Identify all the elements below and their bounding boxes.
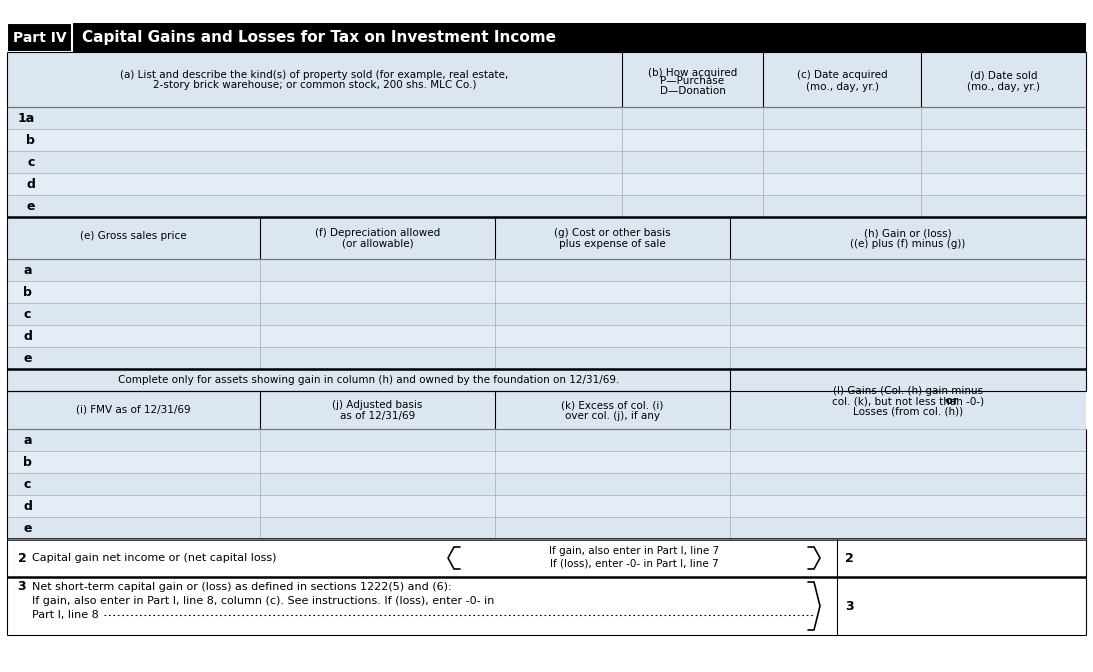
Text: (i) FMV as of 12/31/69: (i) FMV as of 12/31/69: [77, 405, 191, 415]
Bar: [7, 369, 730, 391]
Bar: [7, 577, 1086, 635]
Text: (c) Date acquired: (c) Date acquired: [797, 71, 888, 81]
Text: Complete only for assets showing gain in column (h) and owned by the foundation : Complete only for assets showing gain in…: [118, 375, 620, 385]
Bar: [7, 195, 1086, 217]
Bar: [7, 495, 1086, 517]
Bar: [7, 23, 72, 52]
Bar: [7, 391, 730, 429]
Text: b: b: [26, 134, 35, 146]
Bar: [7, 451, 1086, 473]
Text: Part I, line 8: Part I, line 8: [32, 610, 98, 620]
Text: 2-story brick warehouse; or common stock, 200 shs. MLC Co.): 2-story brick warehouse; or common stock…: [153, 81, 477, 91]
Text: c: c: [27, 155, 35, 169]
Text: (e) Gross sales price: (e) Gross sales price: [80, 231, 187, 241]
Bar: [7, 517, 1086, 539]
Text: (b) How acquired: (b) How acquired: [648, 67, 737, 77]
Text: d: d: [23, 499, 32, 513]
Text: over col. (j), if any: over col. (j), if any: [565, 411, 660, 421]
Text: 3: 3: [845, 599, 854, 612]
Bar: [730, 369, 1086, 429]
Text: plus expense of sale: plus expense of sale: [560, 239, 666, 249]
Text: Capital gain net income or (net capital loss): Capital gain net income or (net capital …: [32, 553, 277, 563]
Text: d: d: [26, 177, 35, 190]
Text: D—Donation: D—Donation: [659, 87, 726, 97]
Text: (h) Gain or (loss): (h) Gain or (loss): [865, 228, 952, 238]
Bar: [7, 281, 1086, 303]
Bar: [7, 217, 1086, 259]
Text: If (loss), enter -0- in Part I, line 7: If (loss), enter -0- in Part I, line 7: [550, 559, 718, 569]
Text: or: or: [942, 396, 957, 406]
Bar: [7, 347, 1086, 369]
Text: e: e: [26, 200, 35, 212]
Text: c: c: [23, 308, 31, 321]
Bar: [7, 107, 1086, 129]
Text: col. (k), but not less than -0-): col. (k), but not less than -0-): [832, 396, 984, 406]
Bar: [7, 151, 1086, 173]
Text: d: d: [23, 329, 32, 343]
Text: (f) Depreciation allowed: (f) Depreciation allowed: [315, 228, 440, 238]
Text: Losses (from col. (h)): Losses (from col. (h)): [853, 406, 963, 416]
Text: Capital Gains and Losses for Tax on Investment Income: Capital Gains and Losses for Tax on Inve…: [82, 30, 556, 45]
Text: e: e: [23, 521, 32, 534]
Bar: [7, 325, 1086, 347]
Bar: [7, 173, 1086, 195]
Bar: [7, 23, 1086, 52]
Text: (mo., day, yr.): (mo., day, yr.): [967, 81, 1041, 91]
Text: c: c: [23, 478, 31, 491]
Text: ((e) plus (f) minus (g)): ((e) plus (f) minus (g)): [850, 239, 966, 249]
Text: (g) Cost or other basis: (g) Cost or other basis: [554, 228, 671, 238]
Text: 3: 3: [17, 581, 26, 593]
Bar: [7, 303, 1086, 325]
Bar: [7, 429, 1086, 451]
Text: (k) Excess of col. (i): (k) Excess of col. (i): [562, 400, 663, 410]
Text: P—Purchase: P—Purchase: [660, 77, 725, 87]
Text: (mo., day, yr.): (mo., day, yr.): [806, 81, 879, 91]
Text: Part IV: Part IV: [13, 30, 67, 44]
Text: (l) Gains (Col. (h) gain minus: (l) Gains (Col. (h) gain minus: [833, 386, 983, 396]
Text: 2: 2: [17, 552, 26, 564]
Text: (d) Date sold: (d) Date sold: [969, 71, 1037, 81]
Text: (a) List and describe the kind(s) of property sold (for example, real estate,: (a) List and describe the kind(s) of pro…: [120, 69, 508, 79]
Text: a: a: [23, 263, 32, 276]
Bar: [7, 52, 1086, 107]
Text: (or allowable): (or allowable): [342, 239, 413, 249]
Text: as of 12/31/69: as of 12/31/69: [340, 411, 415, 421]
Text: 2: 2: [845, 552, 854, 564]
Text: 1a: 1a: [17, 112, 35, 124]
Bar: [7, 129, 1086, 151]
Text: (j) Adjusted basis: (j) Adjusted basis: [332, 400, 423, 410]
Text: a: a: [23, 433, 32, 446]
Text: b: b: [23, 456, 32, 468]
Text: b: b: [23, 286, 32, 298]
Text: If gain, also enter in Part I, line 8, column (c). See instructions. If (loss), : If gain, also enter in Part I, line 8, c…: [32, 596, 494, 606]
Bar: [7, 539, 1086, 577]
Text: Net short-term capital gain or (loss) as defined in sections 1222(5) and (6):: Net short-term capital gain or (loss) as…: [32, 582, 451, 592]
Bar: [7, 473, 1086, 495]
Text: e: e: [23, 351, 32, 364]
Text: If gain, also enter in Part I, line 7: If gain, also enter in Part I, line 7: [549, 546, 719, 556]
Bar: [7, 259, 1086, 281]
